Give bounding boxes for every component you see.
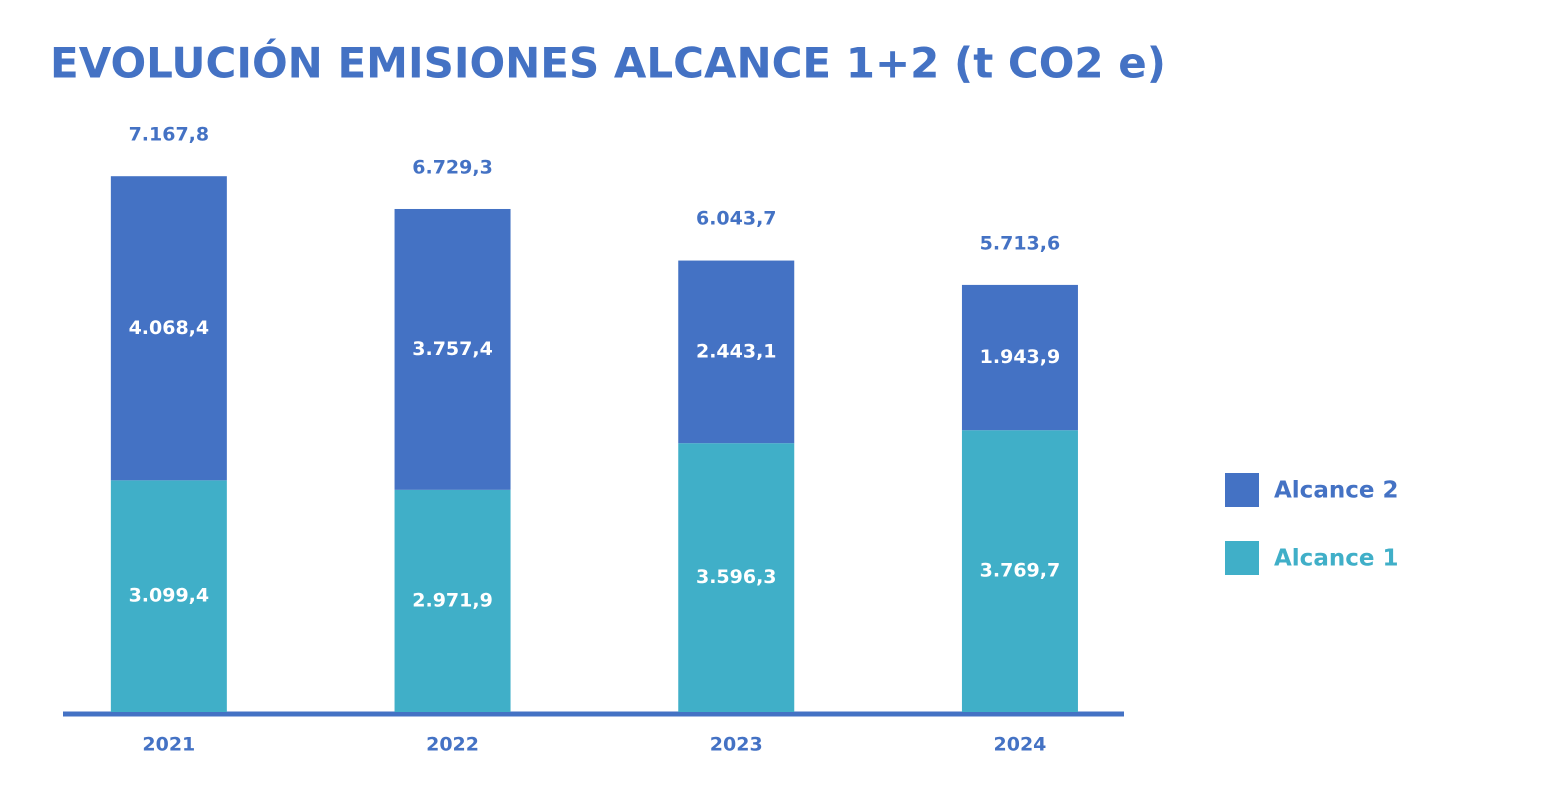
total-label: 7.167,8 [129,124,210,146]
value-label: 4.068,4 [129,317,210,339]
legend-label: Alcance 2 [1274,478,1398,504]
value-label: 3.757,4 [412,338,493,360]
bar-segment [394,208,511,490]
chart-title: EVOLUCIÓN EMISIONES ALCANCE 1+2 (t CO2 e… [50,38,1166,88]
bar-segment [961,430,1078,712]
value-label: 2.443,1 [696,340,777,362]
value-label: 3.099,4 [129,585,210,607]
value-label: 3.769,7 [980,560,1061,582]
legend-swatch [1225,473,1259,507]
total-label: 6.043,7 [696,208,777,230]
value-label: 3.596,3 [696,566,777,588]
bar-segment [394,489,511,712]
value-label: 2.971,9 [412,589,493,611]
legend-swatch [1225,541,1259,575]
x-tick-label: 2022 [426,734,479,756]
x-tick-label: 2023 [710,734,763,756]
bar-segment [678,443,795,712]
bar-segment [110,480,227,712]
x-tick-label: 2024 [994,734,1047,756]
bar-segment [678,260,795,444]
legend-label: Alcance 1 [1274,546,1398,572]
total-label: 5.713,6 [980,232,1061,254]
x-tick-label: 2021 [142,734,195,756]
bar-segment [961,284,1078,431]
bar-segment [110,176,227,481]
value-label: 1.943,9 [980,346,1061,368]
total-label: 6.729,3 [412,156,493,178]
